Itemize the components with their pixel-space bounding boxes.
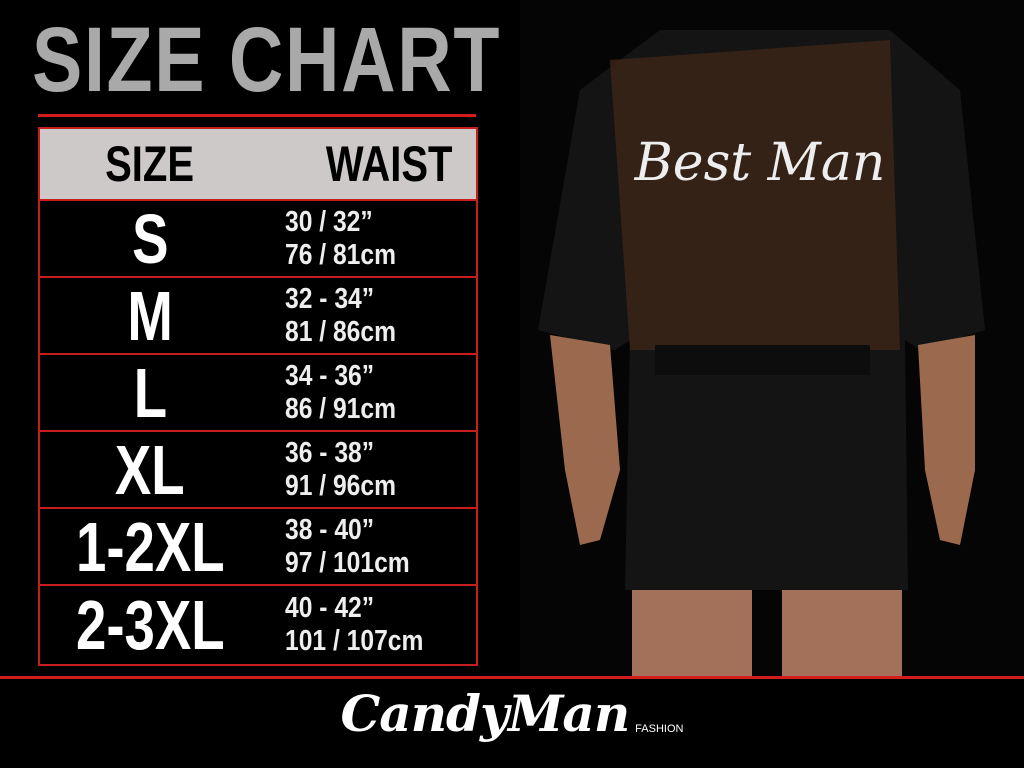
waist-cm: 97 / 101cm — [285, 546, 410, 579]
waist-value: 32 - 34” 81 / 86cm — [285, 283, 396, 349]
product-photo: Best Man — [520, 0, 1024, 676]
table-row: 1-2XL 38 - 40” 97 / 101cm — [40, 507, 476, 586]
waist-inches: 30 / 32” — [285, 205, 373, 238]
waist-inches: 34 - 36” — [285, 359, 375, 392]
brand-logo: CandyMan — [340, 684, 631, 743]
title-divider — [38, 114, 476, 117]
size-label: L — [133, 353, 167, 432]
waist-value: 30 / 32” 76 / 81cm — [285, 206, 396, 272]
waist-value: 34 - 36” 86 / 91cm — [285, 360, 396, 426]
waist-inches: 36 - 38” — [285, 436, 375, 469]
size-label: S — [131, 199, 169, 278]
size-label: 2-3XL — [75, 586, 225, 664]
robe-text: Best Man — [634, 133, 886, 193]
waist-cm: 91 / 96cm — [285, 469, 397, 502]
waist-value: 40 - 42” 101 / 107cm — [285, 592, 423, 658]
waist-inches: 32 - 34” — [285, 282, 375, 315]
left-arm — [550, 335, 620, 545]
right-leg — [782, 590, 902, 676]
waist-value: 38 - 40” 97 / 101cm — [285, 514, 410, 580]
right-arm — [918, 335, 975, 545]
waist-cm: 81 / 86cm — [285, 315, 397, 348]
footer-divider — [0, 676, 1024, 679]
size-table: SIZE WAIST S 30 / 32” 76 / 81cm M 32 - 34”… — [38, 127, 478, 666]
table-row: XL 36 - 38” 91 / 96cm — [40, 430, 476, 509]
waist-cm: 86 / 91cm — [285, 392, 397, 425]
header-waist: WAIST — [325, 136, 453, 192]
left-leg — [632, 590, 752, 676]
waist-cm: 101 / 107cm — [285, 625, 424, 657]
table-row: M 32 - 34” 81 / 86cm — [40, 276, 476, 355]
waist-inches: 38 - 40” — [285, 513, 375, 546]
mesh-back — [610, 40, 900, 350]
size-label: XL — [115, 430, 185, 509]
waist-cm: 76 / 81cm — [285, 238, 397, 271]
brand: CandyMan FASHION — [0, 684, 1024, 744]
table-row: S 30 / 32” 76 / 81cm — [40, 199, 476, 278]
brand-logo-sub: FASHION — [635, 723, 684, 735]
size-label: M — [127, 276, 173, 355]
robe-belt — [655, 345, 870, 375]
waist-inches: 40 - 42” — [285, 592, 375, 624]
size-label: 1-2XL — [75, 507, 225, 586]
page-title: SIZE CHART — [32, 9, 502, 111]
waist-value: 36 - 38” 91 / 96cm — [285, 437, 396, 503]
header-size: SIZE — [105, 136, 195, 192]
table-row: 2-3XL 40 - 42” 101 / 107cm — [40, 586, 476, 664]
table-row: L 34 - 36” 86 / 91cm — [40, 353, 476, 432]
table-header: SIZE WAIST — [40, 129, 476, 201]
